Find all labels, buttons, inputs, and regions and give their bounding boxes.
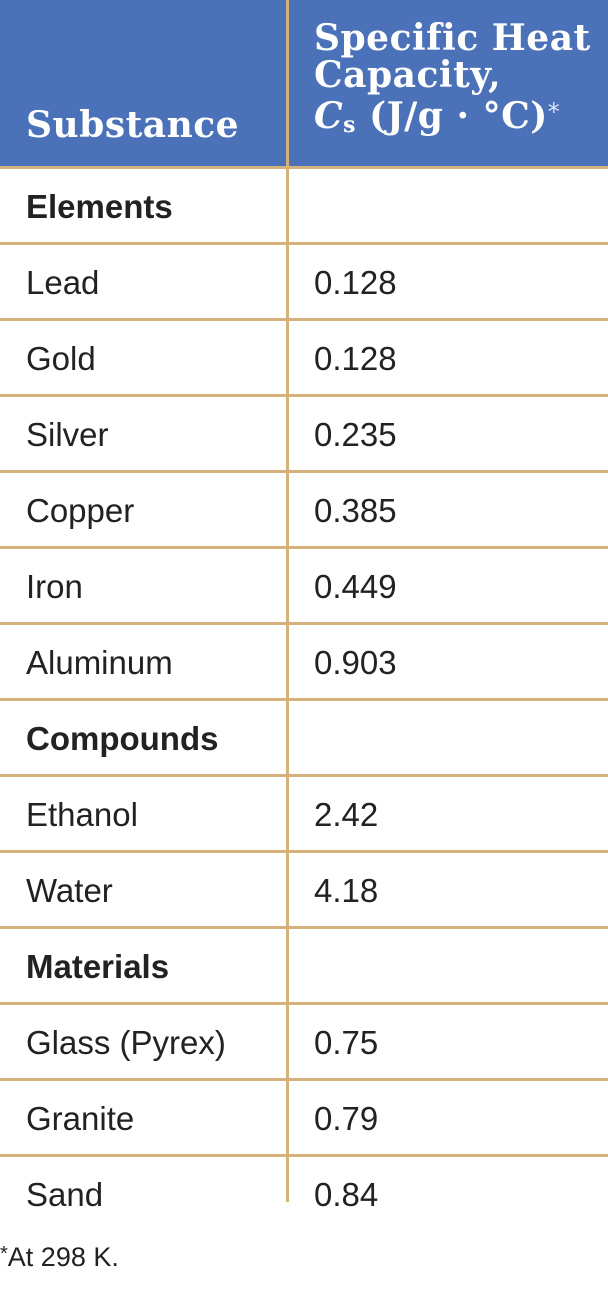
footnote-text: At 298 K. <box>7 1242 119 1272</box>
table-group-row: Materials <box>0 929 608 1005</box>
substance-name: Sand <box>26 1176 104 1213</box>
table-row: Aluminum 0.903 <box>0 625 608 701</box>
header-capacity-symbol: C <box>314 95 344 137</box>
footnote-mark: * <box>0 1243 8 1265</box>
table-group-row: Compounds <box>0 701 608 777</box>
header-specific-heat-capacity: Specific Heat Capacity, Cs (J/g · °C)* <box>314 20 591 144</box>
table-row: Copper 0.385 <box>0 473 608 549</box>
header-capacity-unit: (J/g · °C) <box>369 95 548 137</box>
substance-name: Glass (Pyrex) <box>26 1024 226 1061</box>
table-row: Gold 0.128 <box>0 321 608 397</box>
group-label: Elements <box>26 188 173 225</box>
substance-name: Iron <box>26 568 83 605</box>
header-capacity-unit-line: Cs (J/g · °C)* <box>314 94 591 144</box>
header-capacity-line1: Specific Heat <box>314 17 591 59</box>
substance-name: Silver <box>26 416 109 453</box>
group-label: Materials <box>26 948 170 985</box>
specific-heat-value: 0.79 <box>314 1100 379 1137</box>
substance-name: Copper <box>26 492 135 529</box>
substance-name: Ethanol <box>26 796 138 833</box>
specific-heat-value: 0.903 <box>314 644 397 681</box>
table-body: Elements Lead 0.128 Gold 0.128 Silver 0.235 Cop… <box>0 169 608 1230</box>
table-row: Ethanol 2.42 <box>0 777 608 853</box>
header-capacity-subscript: s <box>343 112 357 138</box>
specific-heat-value: 0.128 <box>314 264 397 301</box>
table-row: Water 4.18 <box>0 853 608 929</box>
specific-heat-value: 0.449 <box>314 568 397 605</box>
substance-name: Aluminum <box>26 644 173 681</box>
table-group-row: Elements <box>0 169 608 245</box>
specific-heat-value: 0.235 <box>314 416 397 453</box>
table-row: Glass (Pyrex) 0.75 <box>0 1005 608 1081</box>
specific-heat-value: 0.75 <box>314 1024 379 1061</box>
specific-heat-value: 0.128 <box>314 340 397 377</box>
specific-heat-value: 2.42 <box>314 796 379 833</box>
table-row: Iron 0.449 <box>0 549 608 625</box>
substance-name: Water <box>26 872 113 909</box>
specific-heat-value: 4.18 <box>314 872 379 909</box>
substance-name: Lead <box>26 264 100 301</box>
substance-name: Gold <box>26 340 96 377</box>
table-row: Silver 0.235 <box>0 397 608 473</box>
table-row: Granite 0.79 <box>0 1081 608 1157</box>
table-footnote: *At 298 K. <box>0 1242 119 1273</box>
table-header: Substance Specific Heat Capacity, Cs (J/… <box>0 0 608 169</box>
table-row: Lead 0.128 <box>0 245 608 321</box>
header-substance: Substance <box>26 104 240 146</box>
group-label: Compounds <box>26 720 219 757</box>
specific-heat-table: Substance Specific Heat Capacity, Cs (J/… <box>0 0 608 1230</box>
column-divider <box>286 0 289 1202</box>
substance-name: Granite <box>26 1100 135 1137</box>
header-capacity-line2: Capacity, <box>314 54 502 96</box>
specific-heat-value: 0.84 <box>314 1176 379 1213</box>
header-footnote-mark: * <box>547 98 561 126</box>
table-row: Sand 0.84 <box>0 1157 608 1230</box>
specific-heat-value: 0.385 <box>314 492 397 529</box>
